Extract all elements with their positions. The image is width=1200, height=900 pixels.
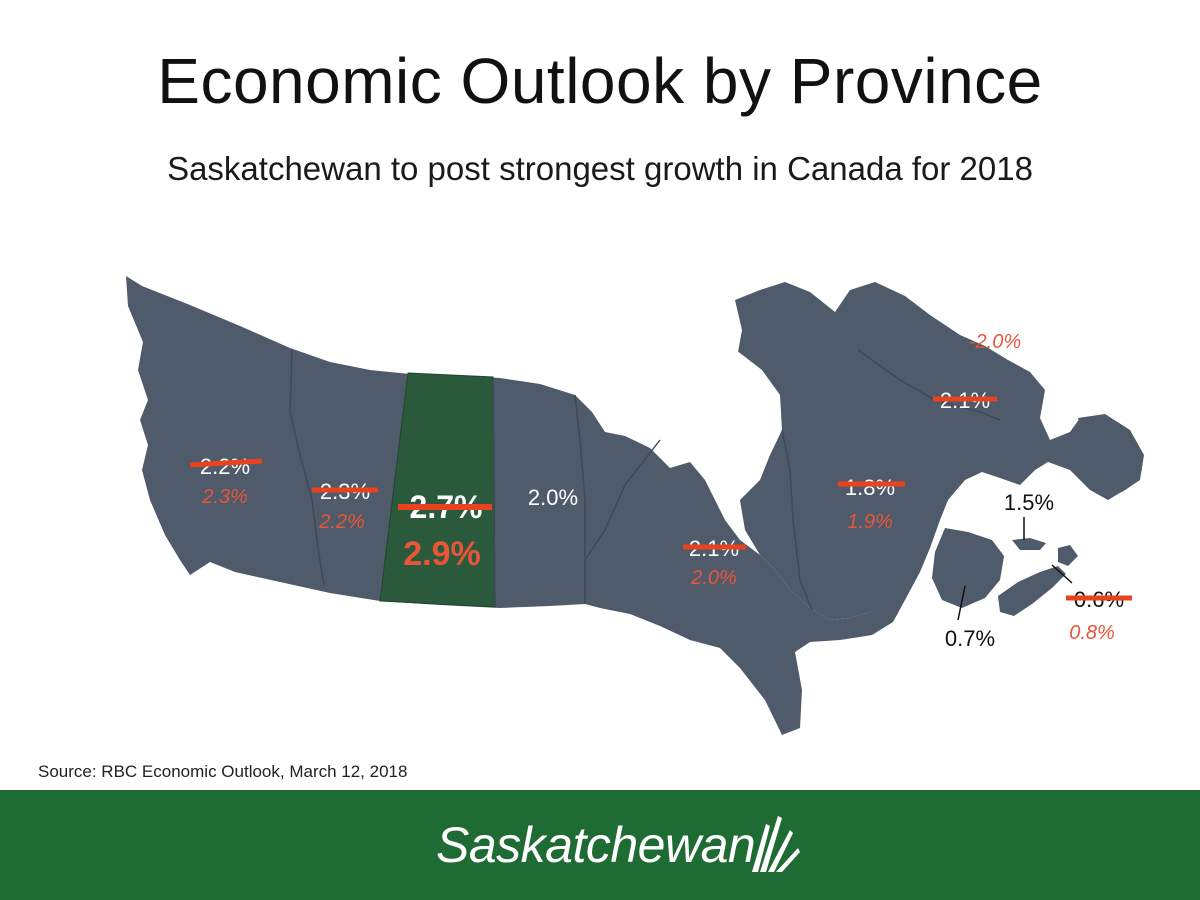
qc-old-forecast: 1.8% bbox=[845, 475, 895, 500]
source-note: Source: RBC Economic Outlook, March 12, … bbox=[38, 762, 408, 781]
ab-revised-forecast: 2.2% bbox=[318, 511, 365, 533]
province-labels: 2.2% 2.3% 2.3% 2.2% 2.7% 2.9% 2.0% 2.1% … bbox=[189, 331, 1132, 651]
saskatchewan-wordmark: Saskatchewan bbox=[436, 817, 756, 873]
bc-revised-forecast: 2.3% bbox=[201, 486, 248, 508]
nb-forecast: 0.7% bbox=[945, 626, 995, 651]
eastern-provinces-shape bbox=[735, 282, 1142, 620]
cape-breton-shape bbox=[1058, 545, 1078, 566]
nl-revised-forecast: -2.0% bbox=[969, 331, 1021, 353]
qc-revised-forecast: 1.9% bbox=[847, 511, 893, 533]
bc-strike-line bbox=[189, 458, 263, 468]
canada-map bbox=[126, 276, 1144, 735]
nova-scotia-shape bbox=[998, 566, 1066, 616]
page-subtitle: Saskatchewan to post strongest growth in… bbox=[167, 150, 1033, 187]
ns-leader-line bbox=[1051, 564, 1073, 584]
new-brunswick-shape bbox=[932, 528, 1004, 608]
mb-forecast: 2.0% bbox=[528, 485, 578, 510]
footer-banner bbox=[0, 790, 1200, 900]
page-title: Economic Outlook by Province bbox=[157, 45, 1043, 117]
newfoundland-shape bbox=[1078, 414, 1144, 492]
ns-revised-forecast: 0.8% bbox=[1069, 622, 1115, 644]
western-provinces-shape bbox=[126, 276, 905, 735]
pei-shape bbox=[1012, 538, 1046, 550]
nb-leader-line bbox=[957, 585, 966, 621]
province-borders bbox=[289, 349, 1001, 611]
sk-revised-forecast: 2.9% bbox=[403, 535, 481, 573]
on-revised-forecast: 2.0% bbox=[690, 567, 737, 589]
pe-forecast: 1.5% bbox=[1004, 490, 1054, 515]
james-bay-water bbox=[728, 350, 782, 470]
wheat-sheaf-icon bbox=[752, 816, 800, 872]
bc-old-forecast: 2.2% bbox=[200, 454, 250, 479]
